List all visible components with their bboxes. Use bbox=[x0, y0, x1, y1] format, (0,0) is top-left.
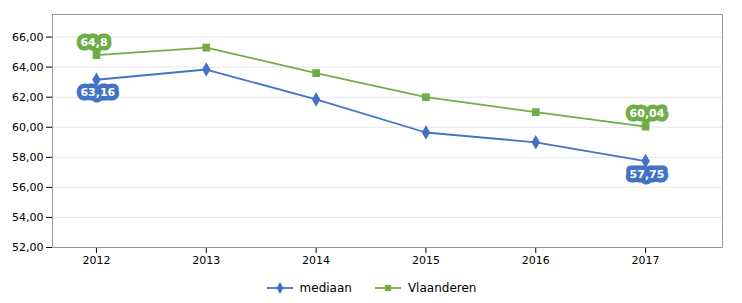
svg-text:62,00: 62,00 bbox=[12, 91, 44, 104]
svg-text:2014: 2014 bbox=[302, 254, 330, 267]
svg-text:64,8: 64,8 bbox=[80, 36, 107, 49]
svg-text:2017: 2017 bbox=[632, 254, 660, 267]
svg-text:58,00: 58,00 bbox=[12, 151, 44, 164]
svg-text:56,00: 56,00 bbox=[12, 181, 44, 194]
html-text:mediaan: mediaan bbox=[299, 281, 352, 295]
svg-text:57,75: 57,75 bbox=[630, 168, 665, 181]
svg-text:63,16: 63,16 bbox=[80, 86, 115, 99]
svg-text:2015: 2015 bbox=[412, 254, 440, 267]
html-text:Vlaanderen: Vlaanderen bbox=[407, 281, 477, 295]
svg-text:64,00: 64,00 bbox=[12, 61, 44, 74]
svg-text:52,00: 52,00 bbox=[12, 241, 44, 254]
svg-text:60,04: 60,04 bbox=[630, 107, 665, 120]
svg-text:2013: 2013 bbox=[192, 254, 220, 267]
svg-text:54,00: 54,00 bbox=[12, 211, 44, 224]
svg-text:66,00: 66,00 bbox=[12, 31, 44, 44]
svg-text:2012: 2012 bbox=[82, 254, 110, 267]
svg-text:60,00: 60,00 bbox=[12, 121, 44, 134]
svg-text:2016: 2016 bbox=[522, 254, 550, 267]
